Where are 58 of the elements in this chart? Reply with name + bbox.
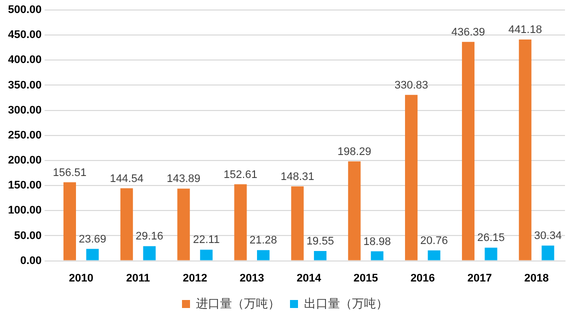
data-label: 26.15 xyxy=(477,232,505,244)
bar xyxy=(405,94,418,260)
data-label: 29.16 xyxy=(136,230,164,243)
x-tick-label: 2017 xyxy=(467,272,492,284)
legend-label: 进口量（万吨） xyxy=(196,296,280,310)
x-tick-label: 2018 xyxy=(524,272,549,284)
bar xyxy=(234,184,247,260)
bar xyxy=(370,251,384,260)
data-label: 436.39 xyxy=(451,26,486,38)
data-label: 23.69 xyxy=(78,233,106,246)
y-tick-label: 450.00 xyxy=(8,29,42,42)
data-label: 152.61 xyxy=(224,168,258,181)
x-tick-label: 2015 xyxy=(354,272,378,284)
data-label: 144.54 xyxy=(110,172,144,185)
data-label: 148.31 xyxy=(280,170,314,183)
x-tick-label: 2010 xyxy=(68,272,94,284)
bar xyxy=(86,248,99,260)
data-label: 22.11 xyxy=(192,234,220,246)
bar xyxy=(518,40,532,260)
y-tick-label: 250.00 xyxy=(8,129,42,142)
y-tick-label: 0.00 xyxy=(20,254,42,267)
bar xyxy=(542,246,554,260)
y-tick-label: 500.00 xyxy=(8,4,42,16)
x-tick-label: 2013 xyxy=(240,272,264,284)
data-label: 441.18 xyxy=(508,24,542,36)
bar xyxy=(120,188,133,260)
bar xyxy=(63,182,76,260)
bar xyxy=(462,42,474,260)
bar xyxy=(143,246,156,260)
x-tick-label: 2014 xyxy=(296,272,322,284)
data-label: 20.76 xyxy=(420,234,448,247)
data-label: 156.51 xyxy=(52,166,87,179)
x-tick-label: 2012 xyxy=(182,272,208,284)
y-tick-label: 150.00 xyxy=(8,180,42,192)
bar xyxy=(314,250,326,260)
data-label: 198.29 xyxy=(338,146,372,158)
bar xyxy=(484,248,498,260)
data-label: 18.98 xyxy=(363,236,391,248)
y-tick-label: 50.00 xyxy=(14,230,42,242)
data-label: 143.89 xyxy=(166,173,200,186)
data-label: 30.34 xyxy=(534,230,562,242)
y-tick-label: 350.00 xyxy=(8,79,42,92)
y-tick-label: 400.00 xyxy=(8,54,42,66)
data-label: 21.28 xyxy=(250,234,278,247)
y-tick-label: 200.00 xyxy=(8,154,42,167)
bar xyxy=(428,250,440,260)
bar xyxy=(291,186,304,260)
y-tick-label: 300.00 xyxy=(8,104,42,116)
x-tick-label: 2011 xyxy=(126,272,150,284)
bar xyxy=(200,250,213,260)
data-label: 330.83 xyxy=(394,79,428,92)
x-tick-label: 2016 xyxy=(410,272,435,284)
bar xyxy=(177,188,190,260)
bar xyxy=(257,250,270,260)
data-label: 19.55 xyxy=(306,236,334,248)
legend-label: 出口量（万吨） xyxy=(304,296,388,310)
y-tick-label: 100.00 xyxy=(8,204,42,217)
bar xyxy=(348,161,361,260)
